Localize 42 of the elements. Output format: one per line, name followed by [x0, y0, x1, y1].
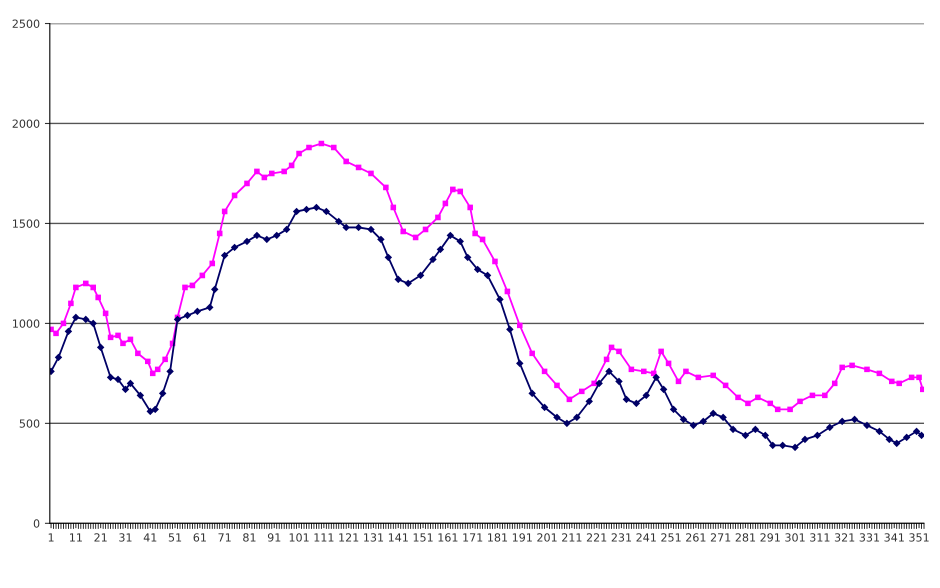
- x-tick-label: 71: [218, 533, 231, 542]
- x-tick-label: 291: [760, 533, 780, 542]
- x-tick-label: 151: [414, 533, 433, 542]
- x-tick-label: 81: [243, 533, 256, 542]
- x-tick-label: 11: [70, 533, 82, 542]
- y-tick-label: 1500: [13, 219, 40, 228]
- x-tick-label: 241: [636, 533, 656, 542]
- x-tick-label: 31: [119, 533, 132, 542]
- x-tick-label: 61: [194, 533, 206, 542]
- x-tick-label: 1: [48, 533, 54, 542]
- x-tick-label: 201: [537, 533, 557, 542]
- x-tick-label: 51: [168, 533, 182, 542]
- x-tick-label: 271: [710, 533, 730, 542]
- y-tick-label: 0: [34, 519, 40, 528]
- y-tick-label: 2500: [12, 19, 40, 28]
- x-tick-label: 311: [810, 533, 830, 542]
- x-tick-label: 111: [314, 533, 334, 542]
- x-tick-label: 301: [785, 533, 805, 542]
- x-tick-label: 281: [736, 533, 756, 542]
- x-tick-label: 91: [268, 533, 280, 542]
- x-tick-label: 251: [661, 533, 681, 542]
- x-tick-label: 231: [612, 533, 632, 542]
- x-tick-label: 341: [884, 533, 904, 542]
- x-tick-label: 131: [364, 533, 384, 542]
- y-tick-label: 2000: [12, 119, 40, 128]
- x-tick-label: 261: [686, 533, 706, 542]
- x-tick-label: 331: [860, 533, 880, 542]
- x-tick-label: 41: [144, 533, 156, 542]
- x-tick-label: 171: [463, 533, 482, 542]
- x-tick-label: 321: [834, 533, 854, 542]
- x-tick-label: 161: [438, 533, 458, 542]
- x-tick-label: 221: [586, 533, 606, 542]
- x-tick-label: 181: [488, 533, 508, 542]
- x-tick-label: 121: [339, 533, 358, 542]
- x-tick-label: 21: [94, 533, 107, 542]
- x-tick-label: 141: [388, 533, 408, 542]
- x-tick-label: 101: [290, 533, 309, 542]
- y-tick-label: 1000: [13, 319, 40, 328]
- x-tick-label: 351: [909, 533, 929, 542]
- x-tick-label: 211: [562, 533, 582, 542]
- x-tick-label: 191: [512, 533, 532, 542]
- y-tick-label: 500: [20, 419, 40, 428]
